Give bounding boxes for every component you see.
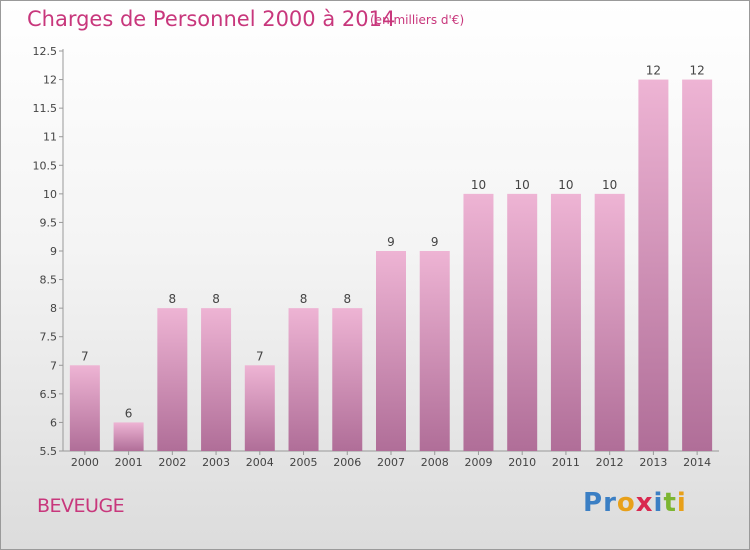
data-label: 10 [558,178,573,192]
bar [550,193,581,451]
x-tick-label: 2011 [552,456,580,469]
y-tick-label: 8 [50,302,57,315]
y-tick-label: 9.5 [40,216,58,229]
x-tick-label: 2009 [464,456,492,469]
data-label: 8 [169,292,177,306]
bar [244,365,275,451]
y-tick-label: 7.5 [40,331,58,344]
data-label: 10 [602,178,617,192]
x-tick-label: 2007 [377,456,405,469]
logo-letter: r [603,488,617,518]
x-tick-label: 2008 [421,456,449,469]
bar [507,193,538,451]
logo-letter: P [583,488,604,518]
x-tick-label: 2010 [508,456,536,469]
data-label: 8 [300,292,308,306]
logo-letter: o [616,488,636,518]
data-label: 12 [689,64,704,78]
bar [419,251,450,451]
data-label: 7 [256,349,264,363]
x-tick-label: 2003 [202,456,230,469]
unit-label: (en milliers d'€) [370,13,465,27]
bar [682,79,713,452]
x-tick-label: 2012 [596,456,624,469]
x-tick-label: 2001 [115,456,143,469]
logo-letter: x [635,488,654,518]
y-tick-label: 8.5 [40,274,58,287]
bar [332,308,363,451]
y-tick-label: 9 [50,245,57,258]
x-tick-label: 2000 [71,456,99,469]
x-tick-label: 2004 [246,456,274,469]
y-tick-label: 12 [43,74,57,87]
y-tick-label: 6 [50,416,57,429]
y-tick-label: 10 [43,188,57,201]
data-label: 9 [387,235,395,249]
bar [113,422,144,451]
logo-letter: t [663,488,677,518]
x-tick-label: 2006 [333,456,361,469]
bar [463,193,494,451]
data-label: 12 [646,64,661,78]
data-label: 7 [81,349,89,363]
data-label: 6 [125,406,133,420]
proxiti-logo[interactable]: Proxiti [583,488,687,518]
chart-title: Charges de Personnel 2000 à 2014 [27,7,396,31]
bar [157,308,188,451]
data-label: 8 [212,292,220,306]
logo-letter: i [676,488,687,518]
y-tick-label: 12.5 [33,45,58,58]
data-label: 9 [431,235,439,249]
bar [376,251,406,451]
y-tick-label: 10.5 [33,159,58,172]
x-tick-label: 2013 [639,456,667,469]
bar [69,365,100,451]
bar [201,308,232,451]
x-tick-label: 2014 [683,456,711,469]
data-label: 10 [515,178,530,192]
x-tick-label: 2002 [158,456,186,469]
data-label: 8 [343,292,351,306]
bar [594,193,625,451]
y-tick-label: 6.5 [40,388,58,401]
bar [288,308,319,451]
y-tick-label: 11 [43,131,57,144]
data-label: 10 [471,178,486,192]
y-tick-label: 5.5 [40,445,58,458]
y-tick-label: 11.5 [33,102,58,115]
y-tick-label: 7 [50,359,57,372]
x-tick-label: 2005 [290,456,318,469]
commune-name: BEVEUGE [37,495,125,517]
bar [638,79,669,452]
logo-letter: i [653,488,664,518]
